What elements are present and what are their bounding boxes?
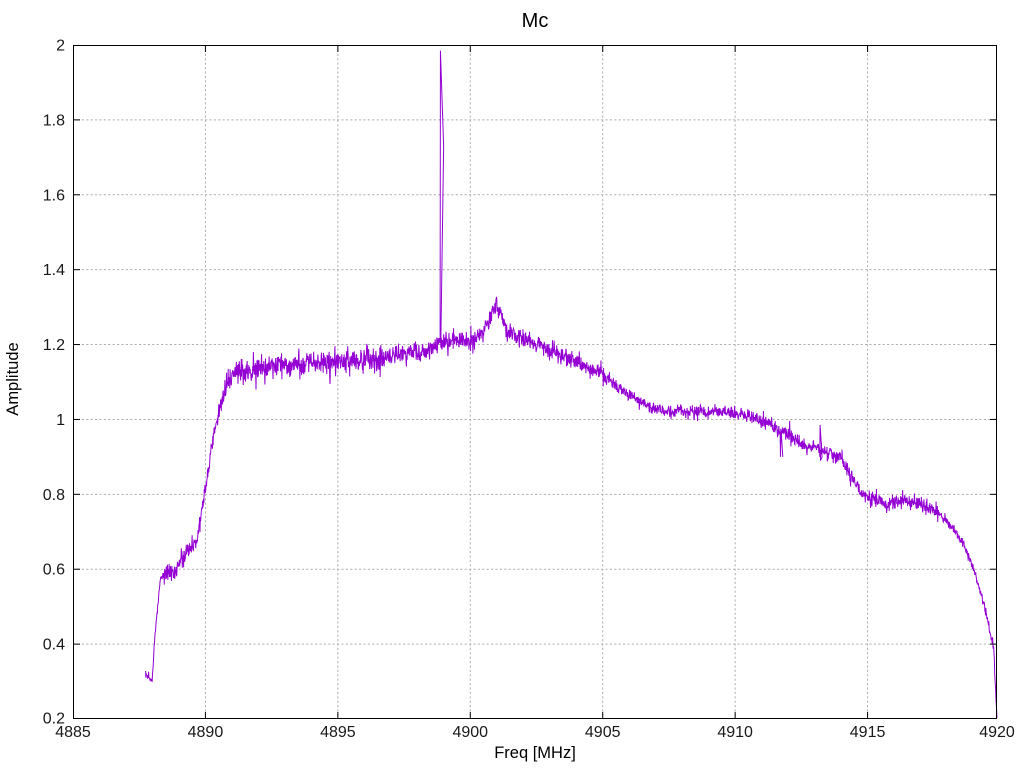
svg-text:4885: 4885 xyxy=(55,724,91,741)
svg-text:1.6: 1.6 xyxy=(43,187,65,204)
svg-text:4905: 4905 xyxy=(585,724,621,741)
svg-text:Mc: Mc xyxy=(522,10,549,32)
svg-text:4915: 4915 xyxy=(850,724,886,741)
svg-text:2: 2 xyxy=(56,38,65,55)
svg-text:1: 1 xyxy=(56,412,65,429)
svg-text:Freq [MHz]: Freq [MHz] xyxy=(494,744,576,762)
svg-text:4890: 4890 xyxy=(188,724,224,741)
svg-text:0.8: 0.8 xyxy=(43,487,65,504)
svg-text:0.4: 0.4 xyxy=(43,637,65,654)
svg-text:1.4: 1.4 xyxy=(43,262,65,279)
svg-text:4895: 4895 xyxy=(320,724,356,741)
svg-text:1.8: 1.8 xyxy=(43,112,65,129)
svg-text:4910: 4910 xyxy=(717,724,753,741)
svg-text:Amplitude: Amplitude xyxy=(4,342,22,415)
svg-text:1.2: 1.2 xyxy=(43,337,65,354)
svg-text:4920: 4920 xyxy=(979,724,1015,741)
svg-text:0.6: 0.6 xyxy=(43,562,65,579)
svg-text:4900: 4900 xyxy=(452,724,488,741)
